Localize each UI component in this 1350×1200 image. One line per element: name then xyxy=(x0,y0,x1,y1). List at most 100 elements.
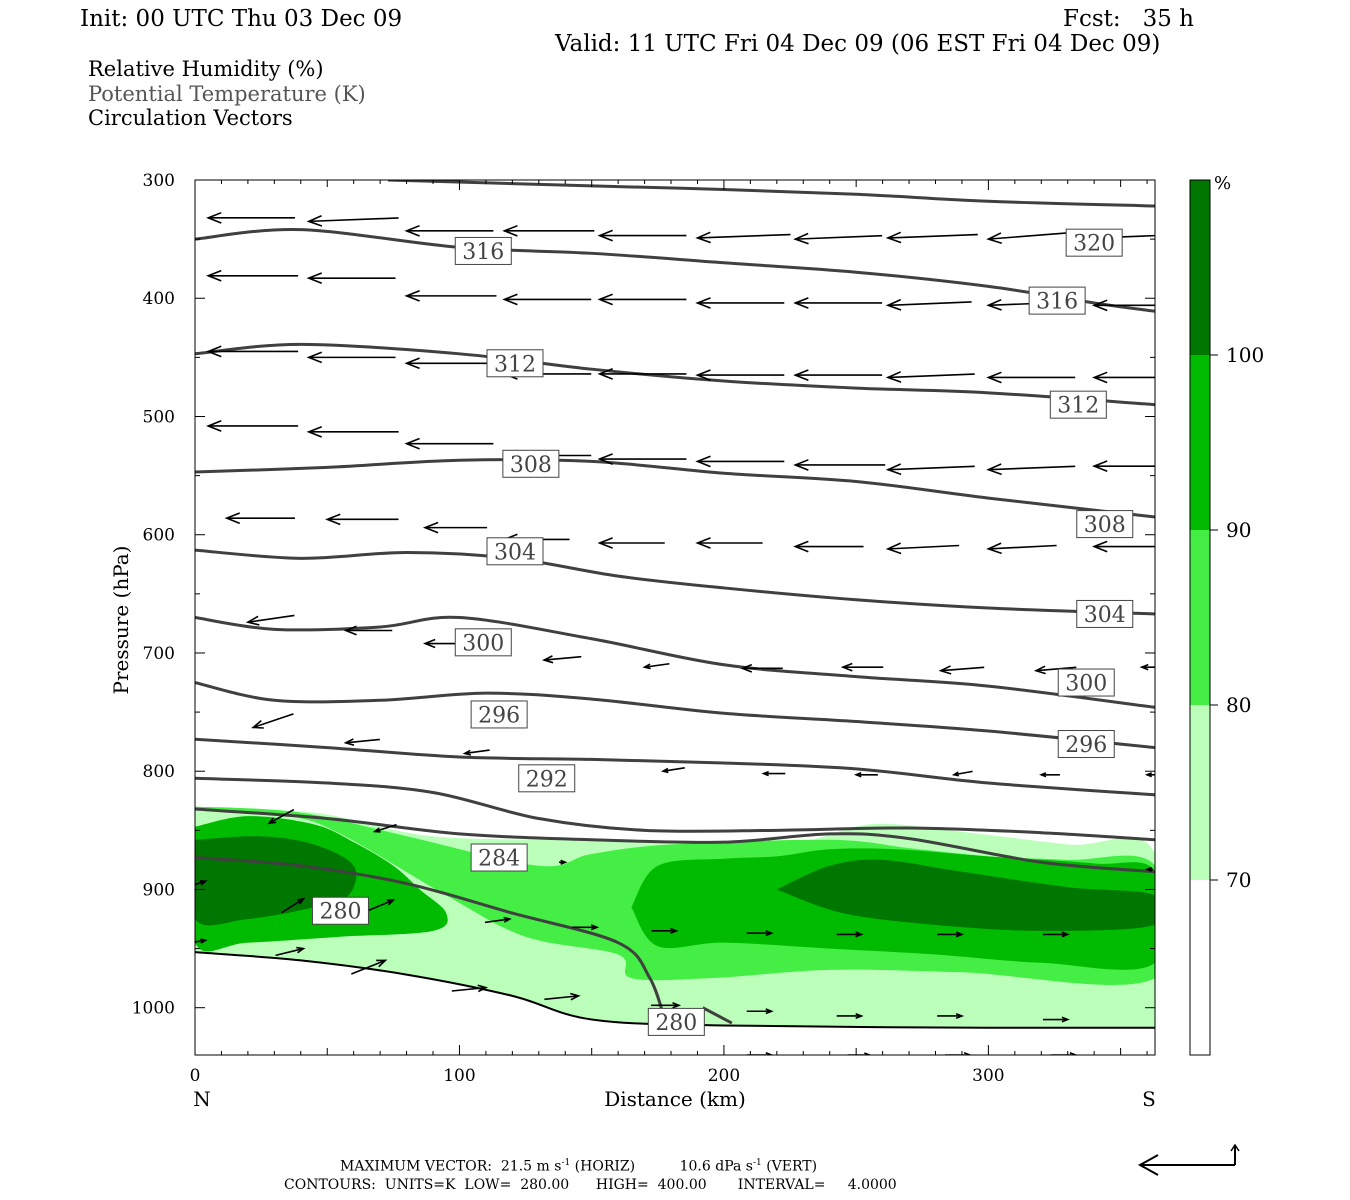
circulation-vector xyxy=(937,1012,965,1020)
contour-label-304: 304 xyxy=(494,540,536,565)
circulation-vector xyxy=(404,224,494,237)
circulation-vector xyxy=(945,1051,973,1055)
circulation-vector xyxy=(793,369,883,381)
contour-label-316: 316 xyxy=(1036,290,1078,315)
circulation-vector xyxy=(404,437,494,450)
circulation-vector xyxy=(484,916,512,924)
circulation-vector xyxy=(559,859,568,865)
circulation-vector xyxy=(1039,772,1060,778)
circulation-vector xyxy=(597,453,687,465)
circulation-vector xyxy=(462,749,490,756)
circulation-vector xyxy=(404,357,494,370)
contour-label-box xyxy=(486,349,544,378)
colorbar-label: 70 xyxy=(1226,868,1251,892)
circulation-vector xyxy=(275,946,306,957)
circulation-vector xyxy=(597,293,687,306)
field-vectors: Circulation Vectors xyxy=(88,106,293,130)
colorbar-band xyxy=(1190,880,1210,1055)
circulation-vector xyxy=(761,770,786,777)
colorbar-unit: % xyxy=(1214,173,1231,194)
contour-label-304: 304 xyxy=(1084,603,1126,628)
y-tick-label: 400 xyxy=(143,289,175,309)
circulation-vector xyxy=(695,455,785,468)
circulation-vector xyxy=(1092,540,1155,553)
theta-contour-320 xyxy=(388,180,1155,208)
circulation-vector xyxy=(695,297,785,309)
circulation-vector xyxy=(986,542,1057,555)
circulation-vector xyxy=(938,665,985,675)
circulation-vector xyxy=(325,513,399,526)
contour-label-312: 312 xyxy=(494,352,536,377)
theta-contour-288 xyxy=(195,776,1155,842)
circulation-vector xyxy=(251,713,294,729)
theta-contour-304 xyxy=(195,548,1155,616)
south-label: S xyxy=(1142,1087,1156,1111)
contour-label-box xyxy=(470,700,528,729)
circulation-vector xyxy=(840,662,884,672)
theta-contour-292 xyxy=(195,737,1155,797)
circulation-vector xyxy=(847,1052,872,1055)
max-vert-value: 10.6 dPa s xyxy=(679,1158,753,1175)
contour-label-280: 280 xyxy=(319,900,361,925)
circulation-vector xyxy=(1092,299,1155,312)
valid-time: Valid: 11 UTC Fri 04 Dec 09 (06 EST Fri … xyxy=(555,31,1161,57)
contour-label-box xyxy=(470,843,528,872)
contour-label-box xyxy=(1028,286,1086,315)
contour-label-308: 308 xyxy=(510,453,552,478)
circulation-vector xyxy=(951,770,973,777)
circulation-vector xyxy=(224,512,295,525)
contour-label-312: 312 xyxy=(1057,394,1099,419)
circulation-vector xyxy=(206,211,296,224)
circulation-vector xyxy=(1050,1051,1078,1055)
circulation-vector xyxy=(281,897,306,914)
below-ground-mask xyxy=(195,952,1155,1055)
max-vector-line: MAXIMUM VECTOR: 21.5 m s-1 (HORIZ) 10.6 … xyxy=(340,1159,817,1174)
contour-label-box xyxy=(518,764,576,793)
north-label: N xyxy=(193,1087,211,1111)
contour-label-320: 320 xyxy=(1073,232,1115,257)
circulation-vector xyxy=(206,420,299,432)
terrain-line xyxy=(195,951,1155,1029)
theta-contour-308 xyxy=(195,458,1155,519)
y-tick-label: 600 xyxy=(143,526,175,546)
circulation-vector xyxy=(1092,460,1155,473)
circulation-vector xyxy=(986,371,1076,384)
circulation-vector xyxy=(206,269,299,282)
circulation-vector xyxy=(746,1008,774,1015)
circulation-vector xyxy=(451,984,489,993)
colorbar-band xyxy=(1190,355,1210,530)
theta-contour-280 xyxy=(195,856,668,1024)
contour-label-box xyxy=(454,236,512,265)
contour-label-300: 300 xyxy=(462,631,504,656)
circulation-vector xyxy=(245,614,295,626)
y-tick-label: 700 xyxy=(143,644,175,664)
y-tick-label: 800 xyxy=(143,762,175,782)
circulation-vector xyxy=(740,663,783,673)
circulation-vector xyxy=(885,542,960,555)
theta-contour-312 xyxy=(195,342,1155,407)
x-tick-label: 300 xyxy=(972,1066,1004,1086)
theta-contour-296 xyxy=(195,681,1155,750)
x-tick-label: 0 xyxy=(190,1066,201,1086)
contour-label-box xyxy=(454,628,512,657)
circulation-vector xyxy=(267,808,295,825)
rh-region-100 xyxy=(776,859,1155,931)
circulation-vector xyxy=(372,823,397,833)
y-tick-label: 500 xyxy=(143,407,175,427)
circulation-vector xyxy=(695,369,785,381)
circulation-vector xyxy=(343,738,380,746)
plot-frame xyxy=(194,179,1156,1056)
circulation-vector xyxy=(343,625,393,636)
contour-label-box xyxy=(1049,390,1107,419)
circulation-vector xyxy=(541,655,582,664)
contour-label-box xyxy=(1076,510,1134,539)
circulation-vector xyxy=(986,463,1076,476)
circulation-vector xyxy=(1033,665,1077,675)
contour-label-296: 296 xyxy=(478,703,520,728)
circulation-vector xyxy=(695,537,763,549)
circulation-vector xyxy=(597,537,665,549)
circulation-vector xyxy=(597,229,687,242)
contour-label-284: 284 xyxy=(478,847,520,872)
max-vert-unit: (VERT) xyxy=(766,1158,818,1175)
